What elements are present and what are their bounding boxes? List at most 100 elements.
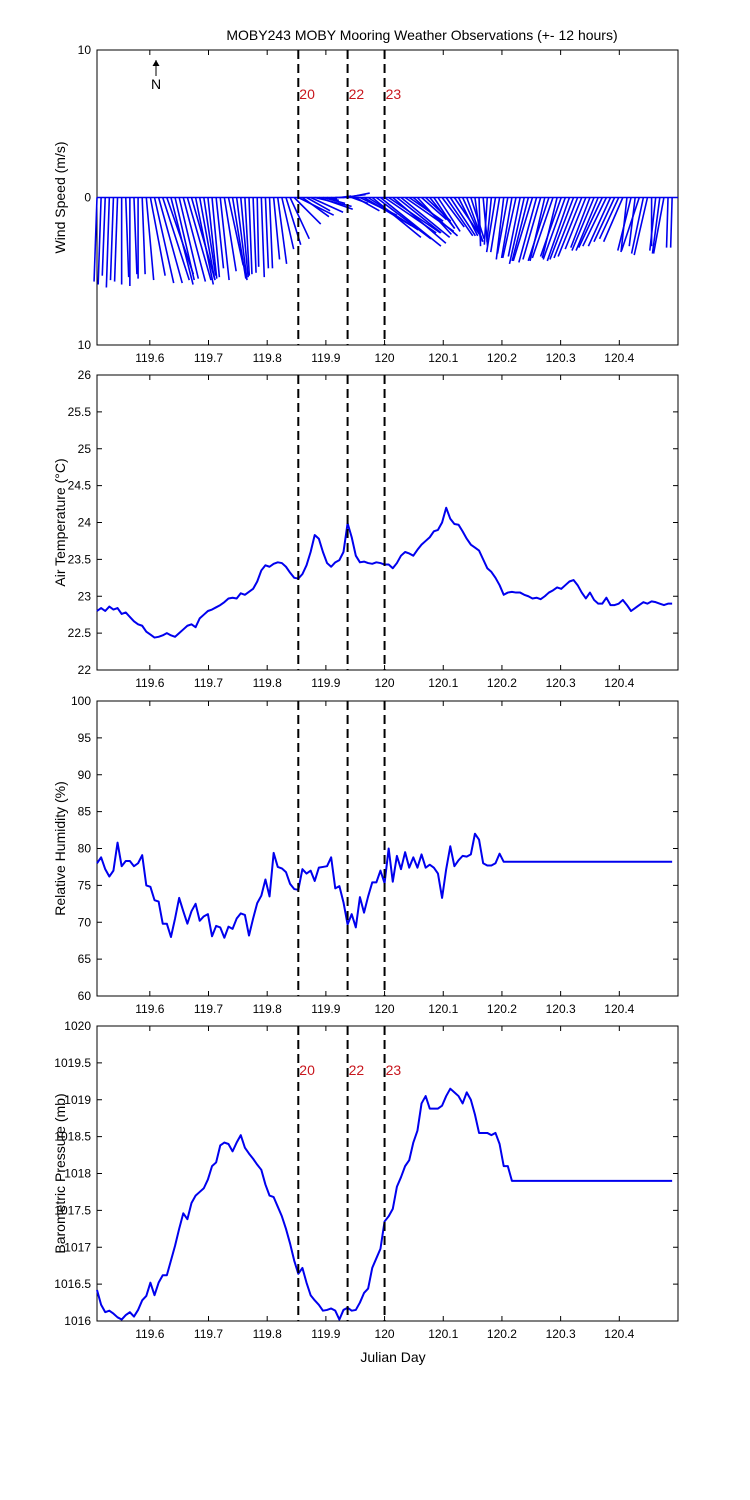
y-tick-label: 24.5	[68, 479, 92, 493]
wind-vector	[182, 197, 207, 282]
wind-vector	[571, 197, 595, 251]
wind-vector	[392, 196, 447, 244]
x-tick-label: 120.2	[487, 1002, 517, 1016]
wind-vector	[496, 197, 509, 254]
y-tick-label: 1018	[64, 1167, 91, 1181]
y-tick-label: 75	[78, 878, 92, 892]
wind-vector	[577, 197, 604, 248]
y-tick-label: 60	[78, 989, 92, 1003]
y-tick-label: 1017.5	[54, 1203, 91, 1217]
event-label-23: 23	[386, 86, 402, 102]
x-tick-label: 120.1	[428, 351, 458, 365]
x-axis-label: Julian Day	[360, 1349, 425, 1365]
wind-vector	[355, 196, 380, 212]
wind-vector	[486, 197, 493, 242]
y-tick-label: 1018.5	[54, 1130, 91, 1144]
wind-vector	[97, 197, 102, 285]
wind-vector	[441, 197, 465, 228]
wind-vector	[598, 197, 620, 240]
wind-vector	[223, 197, 237, 272]
axes-frame	[96, 700, 679, 997]
event-label-23: 23	[386, 1062, 402, 1078]
wind-vector	[141, 197, 146, 275]
x-tick-label: 119.9	[311, 676, 340, 690]
x-tick-label: 120.4	[604, 351, 634, 365]
series-line-barometric_pressure	[96, 1087, 673, 1321]
x-tick-label: 119.6	[135, 1002, 164, 1016]
wind-vector	[248, 197, 253, 275]
x-tick-label: 120.4	[604, 1002, 634, 1016]
wind-vector	[211, 197, 221, 278]
x-tick-label: 119.9	[311, 351, 340, 365]
wind-vector	[483, 197, 489, 245]
wind-vector	[268, 197, 274, 269]
wind-vector	[518, 197, 538, 263]
y-tick-label: 0	[84, 191, 91, 205]
wind-vector	[306, 196, 331, 212]
panel-relative_humidity: 119.6 119.7 119.8 119.9 120 120.1 120.2 120.3 12…	[52, 694, 679, 1016]
wind-vector	[628, 197, 636, 247]
wind-vector	[500, 197, 513, 259]
y-axis-label: Wind Speed (m/s)	[52, 141, 68, 253]
wind-vector	[652, 197, 665, 254]
wind-vector	[124, 197, 130, 278]
x-tick-label: 120.3	[546, 351, 576, 365]
wind-vector	[501, 197, 517, 259]
x-tick-label: 119.8	[253, 1327, 282, 1341]
wind-vector	[252, 197, 257, 273]
wind-vector	[301, 196, 330, 218]
wind-vector	[564, 197, 587, 250]
wind-vector	[400, 196, 451, 238]
wind-vector	[244, 197, 251, 276]
x-tick-label: 119.7	[194, 676, 223, 690]
wind-vector	[396, 196, 442, 234]
wind-vector	[553, 197, 579, 259]
wind-vector	[113, 197, 119, 282]
x-tick-label: 120	[375, 1327, 395, 1341]
wind-vector	[310, 196, 344, 213]
y-tick-label: 24	[78, 516, 92, 530]
wind-vector	[582, 197, 608, 247]
figure-title: MOBY243 MOBY Mooring Weather Observation…	[226, 27, 617, 43]
wind-vector	[522, 197, 542, 260]
wind-vector	[379, 196, 442, 247]
event-label-22: 22	[349, 86, 365, 102]
y-tick-label: 1017	[64, 1240, 91, 1254]
x-tick-label: 119.6	[135, 676, 164, 690]
wind-vector	[256, 197, 260, 267]
wind-vector	[227, 197, 244, 266]
x-tick-label: 119.8	[253, 676, 282, 690]
panel-barometric_pressure: 119.6 119.7 119.8 119.9 120 120.1 120.2 120.3 12…	[52, 1019, 679, 1341]
wind-vector	[170, 197, 194, 285]
y-tick-label: 1016.5	[54, 1277, 91, 1291]
y-tick-label: 26	[78, 368, 92, 382]
wind-vector	[630, 197, 645, 254]
event-label-22: 22	[349, 1062, 365, 1078]
wind-vector	[153, 197, 175, 284]
wind-vector	[575, 197, 599, 251]
wind-vector	[527, 197, 550, 262]
y-tick-label: 23	[78, 589, 92, 603]
wind-vector	[194, 197, 215, 285]
x-tick-label: 120.2	[487, 351, 517, 365]
wind-vector	[101, 197, 107, 276]
wind-vector	[461, 197, 480, 234]
x-tick-label: 120.4	[604, 676, 634, 690]
y-tick-label: 23.5	[68, 552, 92, 566]
wind-vector	[478, 197, 482, 247]
x-tick-label: 120	[375, 1002, 395, 1016]
y-tick-label: 70	[78, 915, 92, 929]
wind-vector	[371, 196, 422, 238]
x-tick-label: 119.6	[135, 351, 164, 365]
x-tick-label: 120.3	[546, 1002, 576, 1016]
y-tick-label: 25.5	[68, 405, 92, 419]
y-tick-label: 80	[78, 842, 92, 856]
wind-vector	[542, 197, 567, 260]
wind-vector	[485, 197, 497, 253]
wind-vector	[198, 197, 216, 279]
x-tick-label: 119.7	[194, 1327, 223, 1341]
event-label-20: 20	[299, 86, 315, 102]
wind-vector	[276, 197, 288, 264]
wind-vector	[326, 196, 340, 202]
wind-vector	[161, 197, 191, 281]
